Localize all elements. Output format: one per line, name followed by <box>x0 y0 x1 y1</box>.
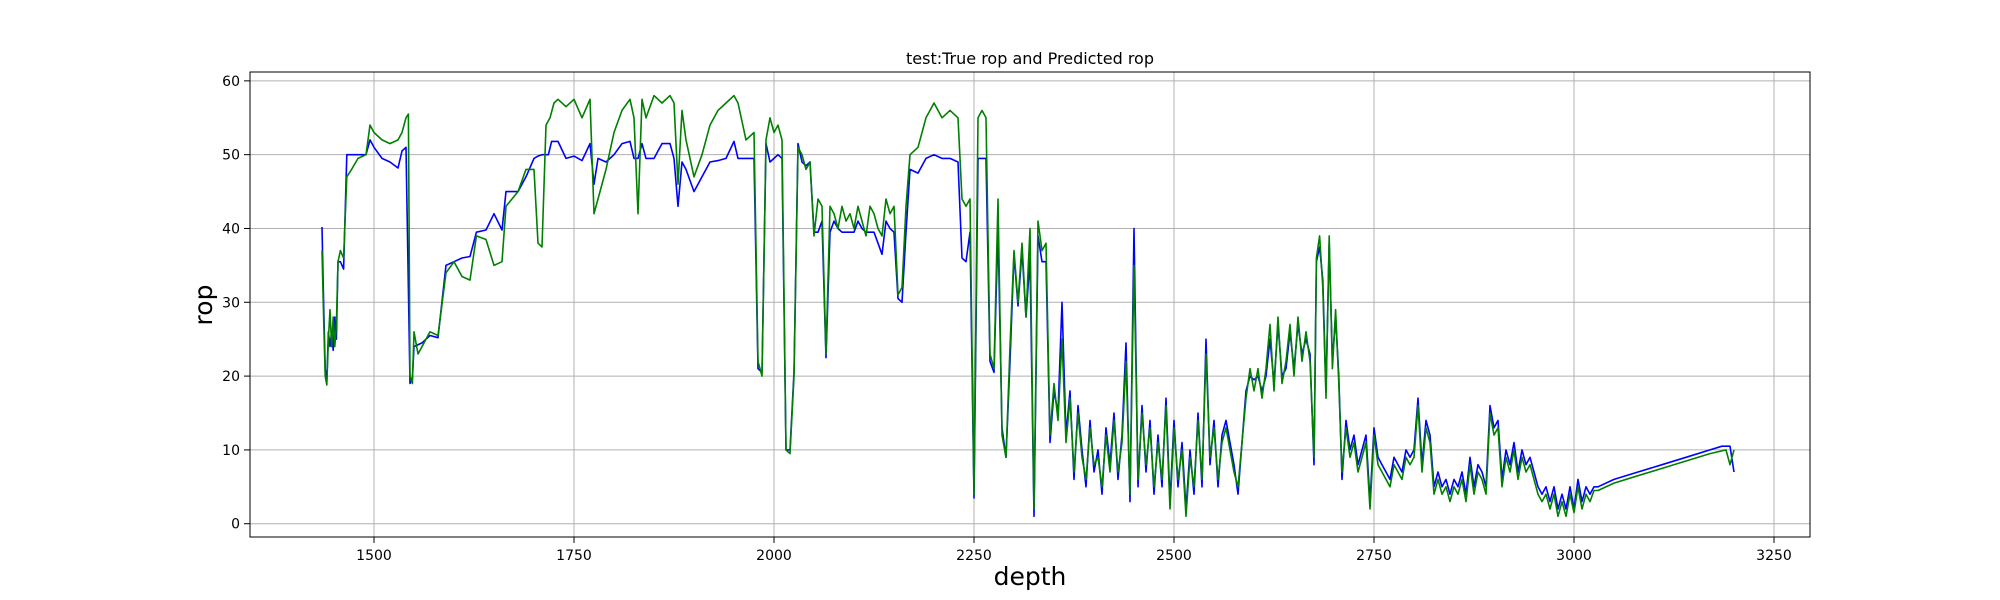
x-tick-label: 2250 <box>956 548 992 564</box>
plot-area-frame <box>249 71 1811 538</box>
x-tick-label: 2000 <box>756 548 792 564</box>
y-tick-label: 50 <box>222 148 240 164</box>
series-layer <box>321 94 1735 518</box>
x-tick-label: 2500 <box>1156 548 1192 564</box>
x-tick-label: 2750 <box>1356 548 1392 564</box>
x-tick-label: 3250 <box>1756 548 1792 564</box>
y-tick-label: 10 <box>222 443 240 459</box>
y-tick-label: 20 <box>222 369 240 385</box>
y-tick-label: 30 <box>222 295 240 311</box>
y-tick-label: 0 <box>231 517 240 533</box>
x-tick-label: 1750 <box>556 548 592 564</box>
chart-title: test:True rop and Predicted rop <box>906 49 1154 68</box>
y-axis-label: rop <box>189 285 218 326</box>
predicted-rop-line <box>321 94 1735 518</box>
x-tick-label: 3000 <box>1556 548 1592 564</box>
x-tick-label: 1500 <box>356 548 392 564</box>
y-tick-label: 60 <box>222 74 240 90</box>
ticks: 1500 1750 2000 2250 2500 2750 3000 3250 0 10 20 30 4… <box>222 74 1792 564</box>
y-tick-label: 40 <box>222 221 240 237</box>
x-axis-label: depth <box>994 562 1067 591</box>
